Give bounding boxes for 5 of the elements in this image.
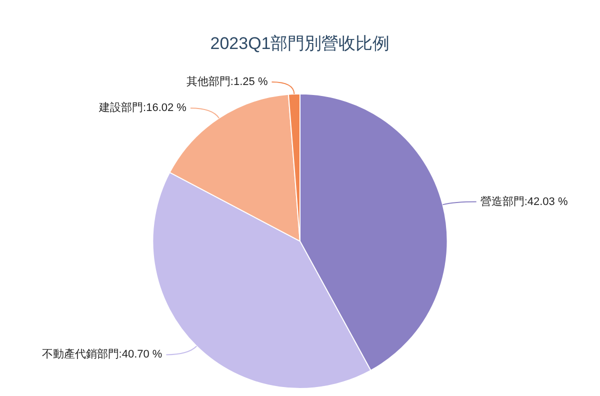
slice-label: 營造部門:42.03 % (480, 194, 568, 208)
slice-label: 其他部門:1.25 % (186, 75, 268, 88)
slice-label: 不動產代銷部門:40.70 % (42, 348, 162, 361)
slice-label: 建設部門:16.02 % (98, 101, 187, 114)
chart-title: 2023Q1部門別營收比例 (210, 34, 390, 53)
